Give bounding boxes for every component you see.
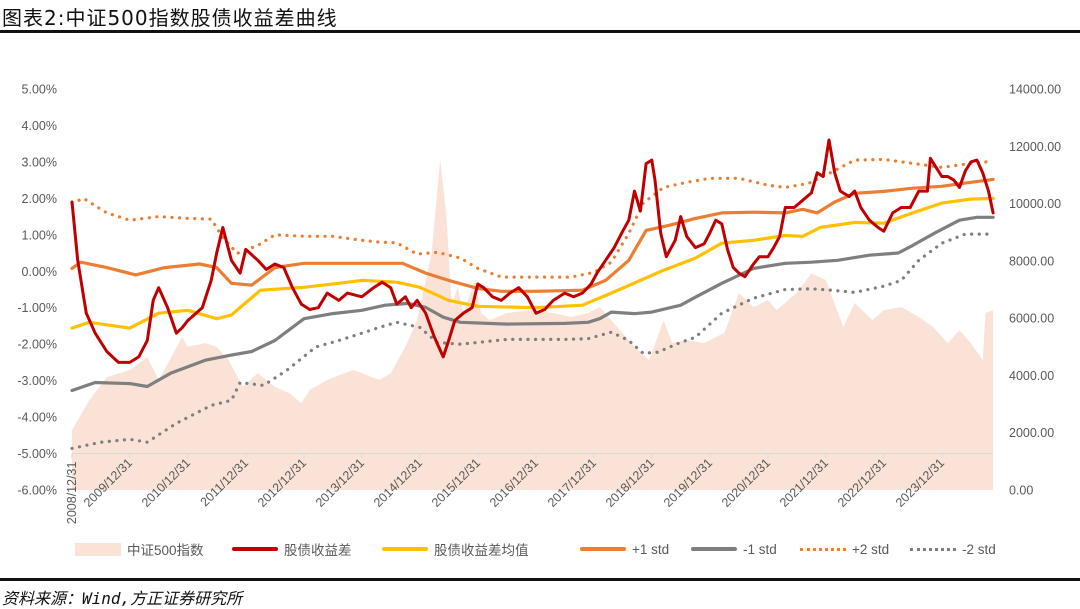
footer-divider <box>0 578 1080 581</box>
right-axis-tick-label: 4000.00 <box>1009 369 1054 383</box>
right-axis-tick-label: 0.00 <box>1009 484 1033 498</box>
right-axis-tick-label: 14000.00 <box>1009 83 1061 97</box>
left-axis-tick-label: -3.00% <box>17 374 57 388</box>
minus2-std-line <box>70 232 995 450</box>
right-axis-tick-label: 8000.00 <box>1009 254 1054 268</box>
legend-label: +1 std <box>632 541 670 557</box>
right-axis-tick-label: 12000.00 <box>1009 140 1061 154</box>
legend-item-index-area: 中证500指数 <box>75 538 204 560</box>
figure-title: 图表2:中证500指数股债收益差曲线 <box>2 6 338 30</box>
legend-label: 股债收益差均值 <box>434 543 529 558</box>
right-axis-tick-label: 6000.00 <box>1009 312 1054 326</box>
legend-item-plus2-std-line: +2 std <box>800 538 889 560</box>
left-axis-tick-label: -5.00% <box>17 447 57 461</box>
legend-label: -2 std <box>962 541 996 557</box>
legend-swatch <box>75 542 121 556</box>
left-axis-labels: 5.00% 4.00% 3.00% 2.00% 1.00% 0.00% -1.00% -2.0… <box>17 83 57 498</box>
legend-label: +2 std <box>852 541 890 557</box>
legend-item-minus2-std-line: -2 std <box>910 538 996 560</box>
legend-item-minus1-std-line: -1 std <box>691 538 777 560</box>
left-axis-tick-label: 5.00% <box>22 83 57 97</box>
right-axis-tick-label: 2000.00 <box>1009 426 1054 440</box>
legend-item-mean-line: 股债收益差均值 <box>382 538 529 560</box>
left-axis-tick-label: 2.00% <box>22 192 57 206</box>
legend-label: 中证500指数 <box>127 543 204 558</box>
left-axis-tick-label: -6.00% <box>17 484 57 498</box>
left-axis-tick-label: -4.00% <box>17 411 57 425</box>
legend-swatch <box>580 547 626 551</box>
minus1-std-line <box>70 215 995 393</box>
legend-label: 股债收益差 <box>284 543 352 558</box>
legend-item-plus1-std-line: +1 std <box>580 538 669 560</box>
legend-swatch <box>232 547 278 551</box>
legend-swatch <box>910 547 956 551</box>
left-axis-tick-label: 3.00% <box>22 155 57 169</box>
left-axis-tick-label: 1.00% <box>22 228 57 242</box>
plus2-std-line <box>70 157 995 279</box>
legend-swatch <box>691 547 737 551</box>
spread-line <box>70 138 995 364</box>
right-axis-labels: 14000.00 12000.00 10000.00 8000.00 6000.00 40… <box>1009 83 1061 498</box>
series-lines <box>70 138 995 450</box>
legend: 中证500指数 股债收益差 股债收益差均值 +1 std -1 std +2 std -2 … <box>0 538 1080 562</box>
legend-swatch <box>800 547 846 551</box>
legend-swatch <box>382 547 428 551</box>
chart: 5.00% 4.00% 3.00% 2.00% 1.00% 0.00% -1.00% -2.0… <box>17 83 1061 525</box>
x-axis <box>71 453 993 459</box>
plus1-std-line <box>70 177 995 293</box>
x-axis-tick-label: 2008/12/31 <box>65 461 79 524</box>
legend-label: -1 std <box>743 541 777 557</box>
mean-line <box>70 196 995 330</box>
left-axis-tick-label: 0.00% <box>22 265 57 279</box>
source-note: 资料来源：Wind,方正证券研究所 <box>2 589 243 608</box>
left-axis-tick-label: -1.00% <box>17 301 57 315</box>
legend-item-spread-line: 股债收益差 <box>232 538 352 560</box>
left-axis-tick-label: -2.00% <box>17 338 57 352</box>
left-axis-tick-label: 4.00% <box>22 119 57 133</box>
title-divider <box>0 30 1080 33</box>
right-axis-tick-label: 10000.00 <box>1009 197 1061 211</box>
